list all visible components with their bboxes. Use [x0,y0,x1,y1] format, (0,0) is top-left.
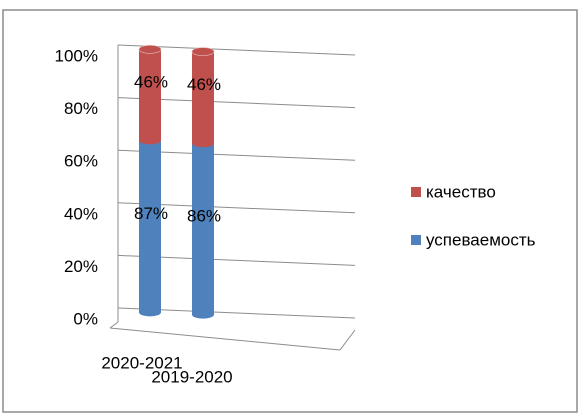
x-tick-label: 2019-2020 [151,367,232,386]
y-tick-label: 20% [64,257,98,276]
bar-segment-base [139,308,161,317]
floor-edge [109,321,119,329]
data-label: 86% [187,206,221,225]
floor-front [109,327,341,351]
y-tick-label: 100% [55,46,98,65]
bar-top [138,45,162,54]
data-label: 87% [134,204,168,223]
legend-label: успеваемость [426,230,536,249]
y-tick-label: 80% [64,99,98,118]
bar-segment [192,51,214,144]
bar-segment-base [139,136,161,145]
bar-segment-base [192,139,214,148]
bar-top [191,47,215,56]
bar-segment [139,140,161,313]
bar-segment-base [192,310,214,319]
y-tick-label: 40% [64,204,98,223]
y-tick-label: 60% [64,152,98,171]
legend-label: качество [426,182,496,201]
data-label: 46% [134,72,168,91]
legend-swatch [411,235,421,245]
x-tick-label: 2020-2021 [101,353,182,372]
bar-segment [192,143,214,315]
y-tick-label: 0% [73,309,98,328]
legend-swatch [411,187,421,197]
bar-segment [139,49,161,141]
floor-right [339,329,356,351]
data-label: 46% [187,75,221,94]
